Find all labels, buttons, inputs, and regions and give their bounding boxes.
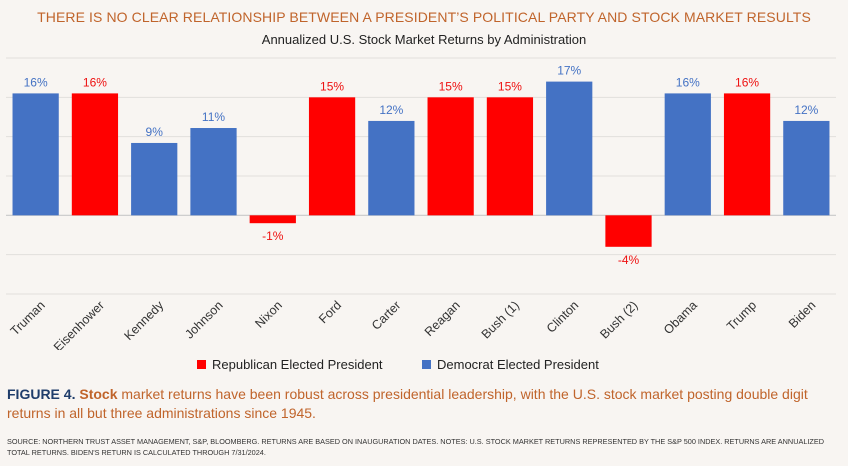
source-note: SOURCE: NORTHERN TRUST ASSET MANAGEMENT,…	[7, 437, 825, 457]
caption-text: market returns have been robust across p…	[7, 386, 808, 421]
data-label: 15%	[439, 79, 463, 93]
x-tick-label: Nixon	[252, 298, 285, 331]
x-tick-label: Eisenhower	[51, 298, 107, 350]
legend-democrat-label: Democrat Elected President	[437, 357, 599, 372]
bar	[486, 97, 534, 216]
headline: THERE IS NO CLEAR RELATIONSHIP BETWEEN A…	[37, 9, 811, 25]
x-tick-label: Ford	[316, 298, 344, 326]
data-label: 16%	[676, 75, 700, 89]
x-tick-label: Carter	[369, 298, 403, 332]
data-label: 9%	[146, 125, 164, 139]
x-tick-label: Clinton	[544, 298, 581, 335]
legend-republican-swatch	[197, 360, 206, 369]
data-label: 15%	[320, 79, 344, 93]
x-tick-label: Reagan	[422, 298, 463, 339]
bar-chart: 16% Truman 16% Eisenhower 9% Kennedy 11% Johnso…	[6, 57, 836, 350]
data-label: 16%	[735, 75, 759, 89]
x-tick-label: Obama	[661, 298, 700, 337]
bar	[427, 97, 474, 216]
bar	[190, 128, 237, 216]
data-label: 11%	[202, 110, 225, 124]
data-label: -4%	[618, 253, 640, 267]
data-label: -1%	[262, 229, 284, 243]
chart-title: Annualized U.S. Stock Market Returns by …	[261, 32, 587, 47]
x-tick-label: Kennedy	[122, 298, 167, 343]
x-tick-label: Johnson	[182, 298, 225, 341]
bar	[546, 81, 593, 216]
figure-caption: FIGURE 4. Stock market returns have been…	[7, 385, 835, 423]
bar	[131, 142, 178, 216]
bar	[664, 93, 711, 216]
x-tick-label: Truman	[8, 298, 48, 338]
bar	[723, 93, 771, 216]
data-label: 16%	[24, 75, 48, 89]
x-tick-label: Bush (2)	[597, 298, 640, 341]
bar	[249, 215, 296, 224]
bar	[605, 215, 652, 247]
legend-republican: Republican Elected President	[197, 357, 383, 372]
x-tick-label: Trump	[724, 298, 759, 333]
caption-emphasis: Stock	[79, 386, 118, 402]
data-label: 17%	[557, 64, 581, 78]
data-label: 16%	[83, 75, 107, 89]
bar	[308, 97, 356, 216]
legend-democrat-swatch	[422, 360, 431, 369]
bar	[368, 120, 415, 216]
legend-republican-label: Republican Elected President	[212, 357, 383, 372]
bar	[783, 120, 830, 216]
bar	[12, 93, 59, 216]
x-tick-label: Biden	[786, 298, 819, 331]
x-tick-label: Bush (1)	[479, 298, 522, 341]
data-label: 15%	[498, 79, 522, 93]
caption-lead: FIGURE 4.	[7, 386, 76, 402]
data-label: 12%	[794, 103, 818, 117]
bar	[71, 93, 119, 216]
data-label: 12%	[379, 103, 403, 117]
legend-democrat: Democrat Elected President	[422, 357, 599, 372]
